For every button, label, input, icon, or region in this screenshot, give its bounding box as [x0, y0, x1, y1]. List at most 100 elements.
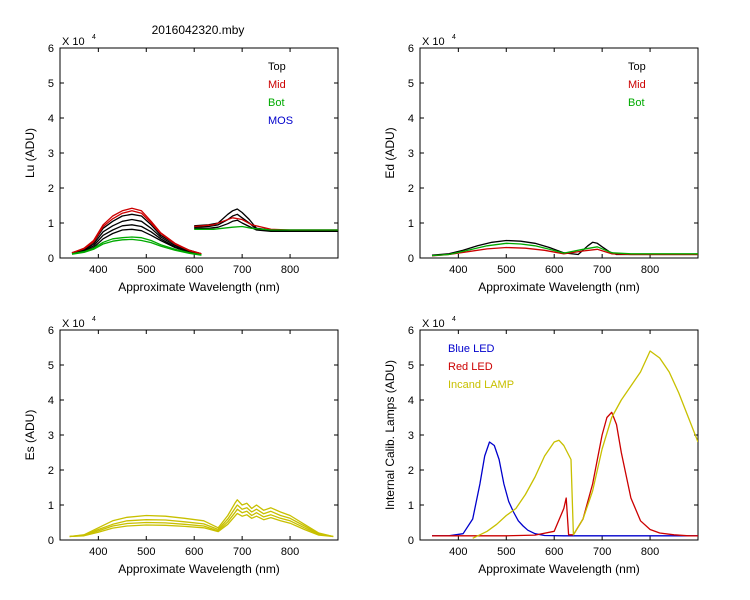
x-tick-label: 400 [449, 546, 467, 558]
x-tick-label: 700 [233, 546, 251, 558]
y-tick-label: 0 [408, 535, 414, 547]
y-tick-label: 4 [48, 113, 54, 125]
y-tick-label: 3 [408, 148, 414, 160]
plot-frame [59, 329, 339, 541]
x-tick-label: 700 [233, 264, 251, 276]
y-tick-label: 4 [408, 395, 414, 407]
legend-entry-bot: Bot [268, 97, 285, 109]
series-group [431, 239, 698, 257]
x-tick-label: 800 [281, 264, 299, 276]
y-tick-label: 5 [48, 360, 54, 372]
series-line-blue-led [432, 441, 698, 537]
y-axis-label: Lu (ADU) [23, 128, 37, 178]
legend-entry-red-led: Red LED [448, 361, 493, 373]
y-tick-label: 3 [408, 430, 414, 442]
legend-entry-mid: Mid [268, 79, 286, 91]
y-tick-label: 6 [408, 325, 414, 337]
series-line-mid-r [194, 217, 338, 231]
series-line-es-2 [69, 504, 334, 538]
x-tick-label: 600 [185, 264, 203, 276]
x-tick-label: 800 [641, 546, 659, 558]
y-tick-label: 1 [48, 500, 54, 512]
y-tick-label: 2 [48, 183, 54, 195]
series-group [432, 350, 698, 539]
x-tick-label: 600 [545, 264, 563, 276]
y-tick-label: 4 [48, 395, 54, 407]
legend-entry-top: Top [268, 61, 286, 73]
y-tick-label: 5 [408, 78, 414, 90]
y-tick-label: 1 [48, 218, 54, 230]
x-tick-label: 600 [545, 546, 563, 558]
y-tick-label: 2 [408, 465, 414, 477]
series-line-bot-1 [71, 236, 202, 256]
axis-multiplier-exponent: 4 [92, 316, 96, 323]
axis-multiplier-exponent: 4 [452, 34, 456, 41]
axis-multiplier: X 10 [422, 318, 445, 330]
y-tick-label: 3 [48, 430, 54, 442]
y-tick-label: 6 [48, 325, 54, 337]
x-tick-label: 400 [89, 264, 107, 276]
axis-multiplier-exponent: 4 [452, 316, 456, 323]
series-line-top-2 [71, 218, 202, 255]
axis-multiplier: X 10 [422, 36, 445, 48]
x-axis-label: Approximate Wavelength (nm) [478, 562, 640, 576]
y-axis-label: Internal Calib. Lamps (ADU) [383, 360, 397, 510]
y-tick-label: 1 [408, 500, 414, 512]
axis-multiplier: X 10 [62, 36, 85, 48]
series-group [69, 499, 334, 538]
x-tick-label: 400 [449, 264, 467, 276]
y-tick-label: 3 [48, 148, 54, 160]
x-tick-label: 800 [281, 546, 299, 558]
series-line-bot-2 [71, 238, 202, 256]
y-tick-label: 2 [408, 183, 414, 195]
x-tick-label: 500 [497, 546, 515, 558]
series-group [71, 207, 338, 256]
figure-title: 2016042320.mby [152, 23, 245, 37]
panel-ed: 0 1 2 3 4 5 6 400 500 600 700 800 X 10 4 Approximate W… [383, 34, 699, 294]
panel-es: 0 1 2 3 4 5 6 400 500 600 700 800 X 10 4 Approximate W… [23, 316, 339, 576]
x-tick-label: 800 [641, 264, 659, 276]
x-axis-label: Approximate Wavelength (nm) [118, 562, 280, 576]
legend-entry-top: Top [628, 61, 646, 73]
series-line-bot-r [194, 225, 338, 231]
series-line-bot [431, 242, 698, 257]
y-tick-label: 0 [48, 535, 54, 547]
series-line-es-1 [69, 499, 334, 538]
x-tick-label: 500 [497, 264, 515, 276]
x-axis-label: Approximate Wavelength (nm) [478, 280, 640, 294]
series-line-top-r3 [194, 219, 338, 233]
series-line-mid [431, 246, 698, 257]
y-axis-label: Ed (ADU) [383, 127, 397, 178]
x-tick-label: 400 [89, 546, 107, 558]
y-axis-label: Es (ADU) [23, 410, 37, 461]
y-tick-label: 6 [408, 43, 414, 55]
series-line-top-r2 [194, 213, 338, 232]
y-tick-label: 5 [408, 360, 414, 372]
series-line-red-led [432, 411, 698, 537]
axis-multiplier-exponent: 4 [92, 34, 96, 41]
y-tick-label: 5 [48, 78, 54, 90]
panel-lamps: 0 1 2 3 4 5 6 400 500 600 700 800 X 10 4 Approximate W… [383, 316, 699, 576]
series-line-incand-lamp [472, 350, 698, 539]
plot-frame [419, 47, 699, 259]
legend-entry-bot: Bot [628, 97, 645, 109]
x-axis-label: Approximate Wavelength (nm) [118, 280, 280, 294]
y-tick-label: 1 [408, 218, 414, 230]
y-tick-label: 6 [48, 43, 54, 55]
y-tick-label: 2 [48, 465, 54, 477]
panel-lu: 0 1 2 3 4 5 6 400 500 600 700 800 X 10 4 Approximate W… [23, 34, 339, 294]
y-tick-label: 0 [48, 253, 54, 265]
legend-entry-mos: MOS [268, 115, 293, 127]
series-line-mid-2 [71, 210, 202, 255]
axis-multiplier: X 10 [62, 318, 85, 330]
x-tick-label: 500 [137, 264, 155, 276]
series-line-es-3 [69, 508, 334, 538]
y-tick-label: 4 [408, 113, 414, 125]
x-tick-label: 600 [185, 546, 203, 558]
x-tick-label: 500 [137, 546, 155, 558]
series-line-es-4 [69, 512, 334, 538]
y-tick-label: 0 [408, 253, 414, 265]
x-tick-label: 700 [593, 264, 611, 276]
legend-entry-incand-lamp: Incand LAMP [448, 379, 514, 391]
